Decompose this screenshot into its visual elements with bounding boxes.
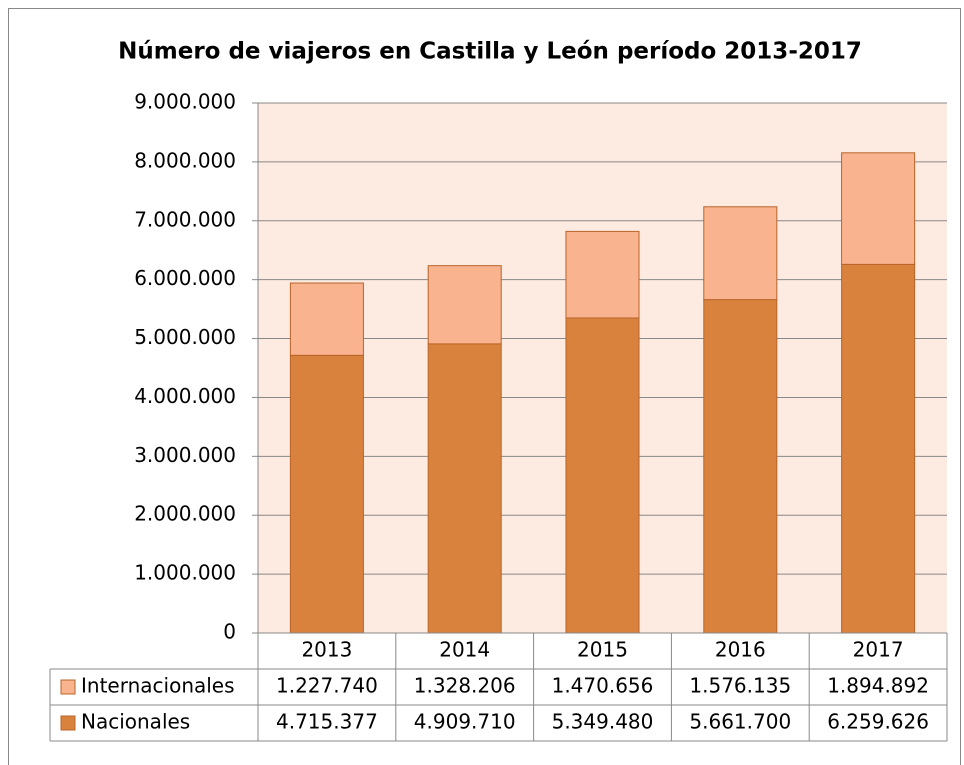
y-tick-label: 7.000.000 [134, 207, 236, 231]
y-tick-label: 2.000.000 [134, 502, 236, 526]
legend-swatch [60, 715, 76, 731]
y-tick-label: 5.000.000 [134, 325, 236, 349]
bar [289, 354, 364, 634]
x-tick-label: 2013 [301, 638, 352, 662]
x-tick-label: 2017 [853, 638, 904, 662]
data-table-value: 5.349.480 [552, 710, 654, 734]
y-tick-label: 6.000.000 [134, 266, 236, 290]
legend-swatch [60, 679, 76, 695]
y-tick-label: 1.000.000 [134, 561, 236, 585]
data-table-value: 1.894.892 [827, 674, 929, 698]
bar [841, 263, 916, 634]
data-table-value: 1.470.656 [552, 674, 654, 698]
chart-title: Número de viajeros en Castilla y León pe… [118, 39, 862, 65]
bar [289, 282, 364, 356]
data-table-value: 1.227.740 [276, 674, 378, 698]
y-tick-label: 8.000.000 [134, 148, 236, 172]
data-table-value: 4.909.710 [414, 710, 516, 734]
y-tick-label: 3.000.000 [134, 443, 236, 467]
x-tick-label: 2015 [577, 638, 628, 662]
data-table-value: 5.661.700 [689, 710, 791, 734]
data-table-value: 6.259.626 [827, 710, 929, 734]
legend-label: Internacionales [81, 674, 235, 698]
legend-label: Nacionales [81, 710, 190, 734]
x-tick-label: 2016 [715, 638, 766, 662]
data-table-value: 1.328.206 [414, 674, 516, 698]
bar [565, 230, 640, 319]
bar [427, 265, 502, 345]
x-tick-label: 2014 [439, 638, 490, 662]
y-tick-label: 0 [223, 620, 236, 644]
y-tick-label: 9.000.000 [134, 90, 236, 114]
bar [565, 317, 640, 634]
bar [703, 299, 778, 634]
bar [841, 152, 916, 265]
bar [427, 343, 502, 634]
y-tick-label: 4.000.000 [134, 384, 236, 408]
bar [703, 206, 778, 301]
data-table-value: 1.576.135 [689, 674, 791, 698]
data-table-value: 4.715.377 [276, 710, 378, 734]
